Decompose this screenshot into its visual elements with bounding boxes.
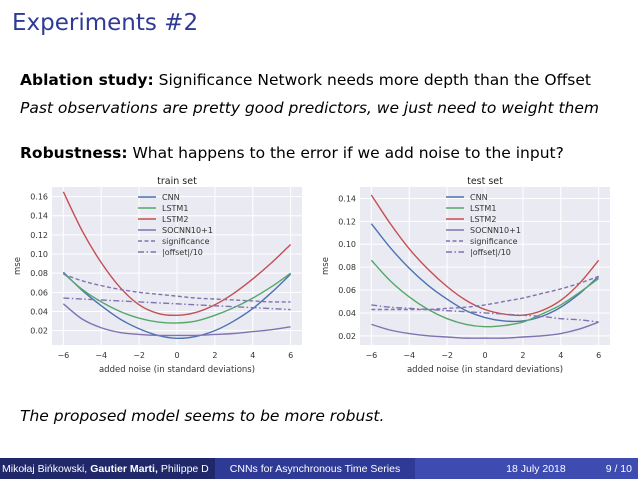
legend-label: LSTM1 (470, 204, 496, 213)
y-tick-label: 0.06 (338, 286, 356, 295)
series-line-socnn10-1 (62, 303, 291, 337)
y-tick-label: 0.04 (30, 307, 48, 316)
footer-date: 18 July 2018 (506, 462, 566, 475)
legend-label: LSTM2 (470, 215, 496, 224)
footer-title: CNNs for Asynchronous Time Series (215, 458, 415, 479)
series-line-cnn (370, 223, 600, 323)
robustness-text: What happens to the error if we add nois… (127, 144, 564, 162)
y-tick-label: 0.12 (30, 231, 48, 240)
test-set-chart: test set 0.02 0.04 0.06 0.08 0.10 0.12 0.14 −6 −4… (321, 176, 610, 375)
robustness-label: Robustness: (20, 144, 128, 162)
x-tick-label: −2 (133, 351, 145, 360)
y-tick-label: 0.12 (338, 217, 356, 226)
y-tick-label: 0.14 (30, 212, 48, 221)
robustness-line: Robustness: What happens to the error if… (20, 144, 564, 162)
x-axis-label: added noise (in standard deviations) (407, 365, 563, 375)
x-tick-label: 4 (558, 351, 563, 360)
series-line-lstm2 (370, 194, 600, 317)
series-line-significance (371, 275, 599, 311)
footer-right: 18 July 2018 9 / 10 (415, 458, 638, 479)
legend-label: LSTM2 (162, 215, 188, 224)
series-line--offset-10 (63, 297, 291, 311)
y-axis-label: mse (13, 257, 23, 275)
series-line-lstm1 (62, 272, 292, 324)
ablation-text: Significance Network needs more depth th… (153, 71, 591, 89)
x-tick-label: 6 (288, 351, 293, 360)
legend-label: CNN (162, 193, 180, 202)
y-tick-label: 0.02 (338, 332, 356, 341)
observation-line: Past observations are pretty good predic… (20, 99, 600, 117)
x-tick-label: −6 (57, 351, 69, 360)
footer-author-1: Mikołaj Bińkowski, (2, 462, 88, 475)
y-tick-label: 0.10 (30, 250, 48, 259)
legend-label: |offset|/10 (162, 248, 203, 257)
legend-label: CNN (470, 193, 488, 202)
x-tick-label: −4 (403, 351, 415, 360)
x-tick-label: −6 (365, 351, 377, 360)
x-tick-label: 2 (520, 351, 525, 360)
series-line-significance (63, 273, 291, 303)
x-tick-label: 0 (174, 351, 179, 360)
footer-authors: Mikołaj Bińkowski, Gautier Marti, Philip… (0, 458, 215, 479)
footer-author-3: Philippe D (160, 462, 209, 475)
y-tick-label: 0.08 (338, 263, 356, 272)
series-line--offset-10 (371, 304, 599, 323)
footer-author-2: Gautier Marti, (90, 462, 158, 475)
y-tick-label: 0.04 (338, 309, 356, 318)
x-tick-label: 6 (596, 351, 601, 360)
x-axis-label: added noise (in standard deviations) (99, 365, 255, 375)
conclusion-line: The proposed model seems to be more robu… (20, 407, 385, 425)
legend-label: |offset|/10 (470, 248, 511, 257)
series-line-lstm2 (62, 191, 292, 317)
x-tick-label: 4 (250, 351, 255, 360)
legend-label: significance (162, 237, 210, 246)
ablation-line: Ablation study: Significance Network nee… (20, 71, 591, 89)
legend-label: significance (470, 237, 518, 246)
x-tick-label: 2 (212, 351, 217, 360)
chart-title: test set (467, 176, 503, 187)
slide-title: Experiments #2 (12, 10, 199, 36)
train-set-chart: train set 0.02 0.04 0.06 0.08 0.10 0.12 0.14 0.1… (13, 176, 302, 375)
y-tick-label: 0.08 (30, 269, 48, 278)
y-tick-label: 0.10 (338, 240, 356, 249)
footer-bar: Mikołaj Bińkowski, Gautier Marti, Philip… (0, 458, 638, 479)
y-tick-label: 0.02 (30, 327, 48, 336)
chart-title: train set (157, 176, 197, 187)
legend-label: SOCNN10+1 (470, 226, 521, 235)
x-tick-label: 0 (482, 351, 487, 360)
legend-label: SOCNN10+1 (162, 226, 213, 235)
series-line-lstm1 (370, 259, 600, 328)
ablation-label: Ablation study: (20, 71, 154, 89)
y-axis-label: mse (321, 257, 331, 275)
y-tick-label: 0.06 (30, 288, 48, 297)
y-tick-label: 0.14 (338, 194, 356, 203)
y-tick-label: 0.16 (30, 193, 48, 202)
series-line-socnn10-1 (371, 321, 599, 339)
footer-page: 9 / 10 (605, 462, 632, 475)
x-tick-label: −4 (95, 351, 107, 360)
x-tick-label: −2 (441, 351, 453, 360)
legend-label: LSTM1 (162, 204, 188, 213)
series-line-cnn (62, 271, 292, 340)
